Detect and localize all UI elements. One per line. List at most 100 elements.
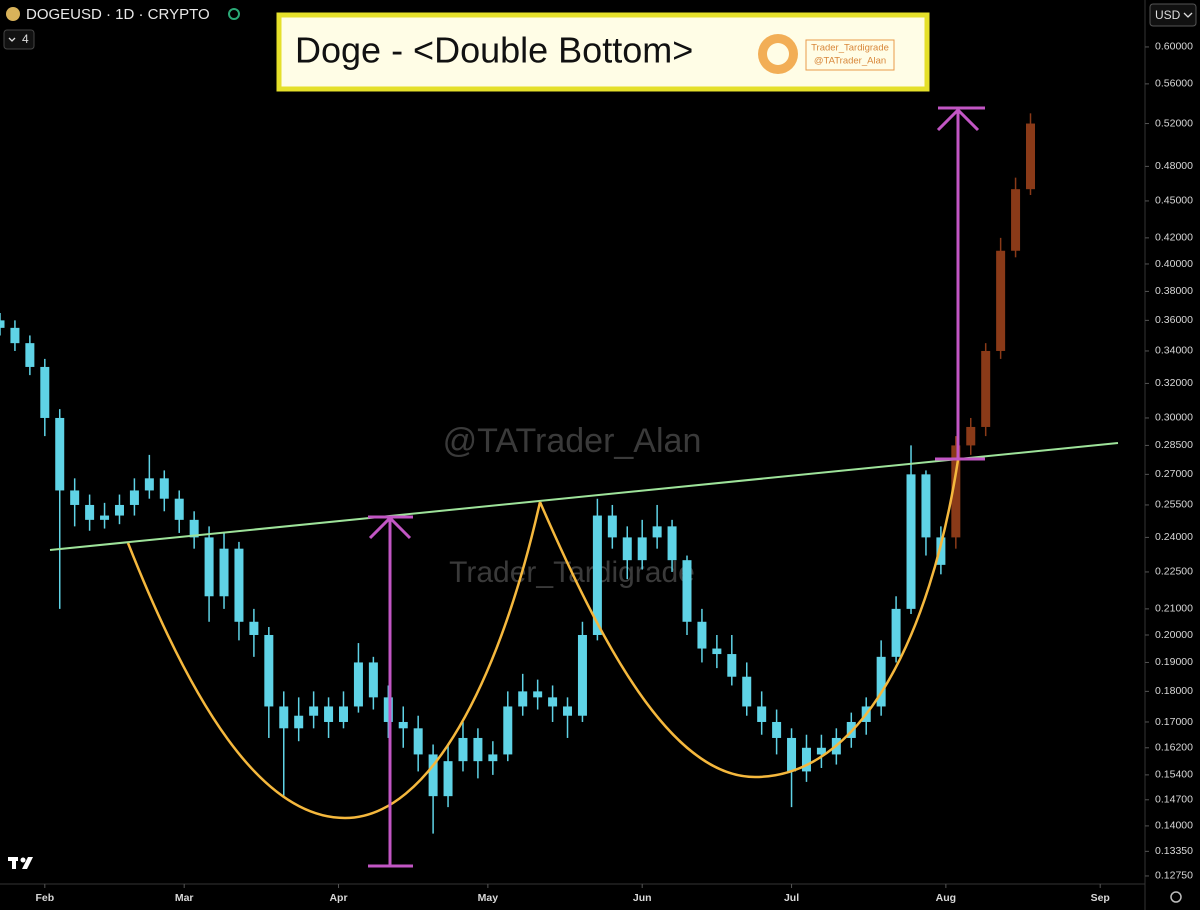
- bottom-curve: [538, 459, 960, 779]
- candle-body: [548, 697, 558, 707]
- y-tick-label: 0.30000: [1155, 412, 1193, 424]
- y-tick-label: 0.20000: [1155, 629, 1193, 641]
- logo-box: [805, 39, 895, 71]
- banner-author: Trader_Tardigrade: [811, 43, 889, 54]
- currency: USD: [1155, 8, 1181, 22]
- candle-body: [906, 474, 916, 609]
- y-tick-label: 0.13350: [1155, 845, 1193, 857]
- candle-body: [10, 327, 20, 344]
- y-tick-label: 0.34000: [1155, 345, 1193, 357]
- candle-body: [951, 445, 961, 538]
- x-tick-label: Apr: [329, 892, 347, 904]
- candle-body: [264, 634, 274, 707]
- y-tick-label: 0.27000: [1155, 468, 1193, 480]
- candle-body: [518, 691, 528, 707]
- candle-body: [682, 560, 692, 622]
- candle-body: [129, 490, 139, 505]
- candle-body: [816, 747, 826, 755]
- settings-icon[interactable]: [1170, 891, 1182, 903]
- y-tick-label: 0.14700: [1155, 794, 1193, 806]
- candle-body: [189, 519, 199, 538]
- candle-body: [100, 515, 110, 520]
- candle-body: [294, 715, 304, 729]
- y-tick-label: 0.14000: [1155, 820, 1193, 832]
- y-tick-label: 0.40000: [1155, 258, 1193, 270]
- candle-body: [204, 537, 214, 597]
- candle-body: [339, 706, 348, 722]
- candle-body: [383, 697, 393, 722]
- y-tick-label: 0.36000: [1155, 314, 1193, 326]
- candle-body: [667, 526, 677, 561]
- price-axis-bg: [1145, 0, 1200, 910]
- candle-body: [1011, 189, 1021, 251]
- candle-body: [40, 366, 50, 418]
- x-tick-label: Jun: [633, 892, 652, 904]
- candle-body: [234, 548, 244, 622]
- candle-body: [309, 706, 319, 716]
- candle-body: [219, 548, 229, 597]
- banner-title: Doge - <Double Bottom>: [295, 30, 693, 71]
- x-tick-label: Sep: [1091, 892, 1110, 904]
- candle-body: [533, 691, 543, 698]
- y-tick-label: 0.17000: [1155, 716, 1193, 728]
- indicator-count: 4: [22, 32, 29, 46]
- target-arrow: [935, 106, 985, 461]
- candle-body: [144, 478, 154, 491]
- y-tick-label: 0.48000: [1155, 160, 1193, 172]
- time-axis-bg: [0, 884, 1145, 910]
- candle-body: [353, 662, 363, 707]
- candle-body: [577, 634, 587, 716]
- candle-body: [981, 350, 991, 427]
- currency-button[interactable]: [1149, 3, 1197, 27]
- candle-body: [876, 656, 886, 707]
- banner-handle: @TATrader_Alan: [814, 56, 886, 67]
- target-arrow: [368, 515, 413, 868]
- candle-body: [622, 537, 632, 561]
- neckline: [49, 442, 1119, 551]
- candle-body: [25, 343, 35, 367]
- candle-body: [592, 515, 602, 635]
- x-tick-label: Feb: [35, 892, 54, 904]
- candle-body: [279, 706, 289, 729]
- candle-body: [428, 754, 438, 797]
- candle-body: [697, 621, 707, 649]
- candle-body: [174, 498, 184, 520]
- candle-body: [966, 426, 976, 446]
- logo: [767, 43, 789, 65]
- tv-logo: [8, 857, 33, 869]
- candle-body: [996, 250, 1006, 351]
- candle-body: [936, 537, 946, 565]
- y-tick-label: 0.42000: [1155, 232, 1193, 244]
- candle-body: [473, 737, 483, 762]
- candle-body: [503, 706, 513, 755]
- chevron: [1183, 12, 1193, 18]
- candle-body: [0, 320, 5, 328]
- symbol: DOGEUSD · 1D · CRYPTO: [26, 6, 210, 23]
- candle-body: [443, 761, 453, 797]
- candle-body: [921, 474, 931, 538]
- candle-body: [324, 706, 334, 722]
- y-tick-label: 0.38000: [1155, 285, 1193, 297]
- chevron: [8, 37, 16, 42]
- y-tick-label: 0.60000: [1155, 41, 1193, 53]
- candle-body: [787, 737, 797, 772]
- candle-body: [563, 706, 573, 716]
- candle-body: [1026, 123, 1035, 190]
- y-tick-label: 0.12750: [1155, 870, 1193, 882]
- candle-body: [458, 737, 468, 762]
- y-tick-label: 0.28500: [1155, 439, 1193, 451]
- x-tick-label: Jul: [784, 892, 799, 904]
- y-tick-label: 0.52000: [1155, 117, 1193, 129]
- indicator-toggle[interactable]: [3, 29, 35, 50]
- candle-body: [159, 478, 169, 499]
- symbol-icon: [6, 7, 20, 21]
- candle-body: [55, 417, 65, 491]
- candle-body: [637, 537, 647, 561]
- candle-body: [801, 747, 811, 772]
- y-tick-label: 0.16200: [1155, 742, 1193, 754]
- candle-body: [398, 721, 408, 729]
- y-tick-label: 0.25500: [1155, 499, 1193, 511]
- y-tick-label: 0.15400: [1155, 769, 1193, 781]
